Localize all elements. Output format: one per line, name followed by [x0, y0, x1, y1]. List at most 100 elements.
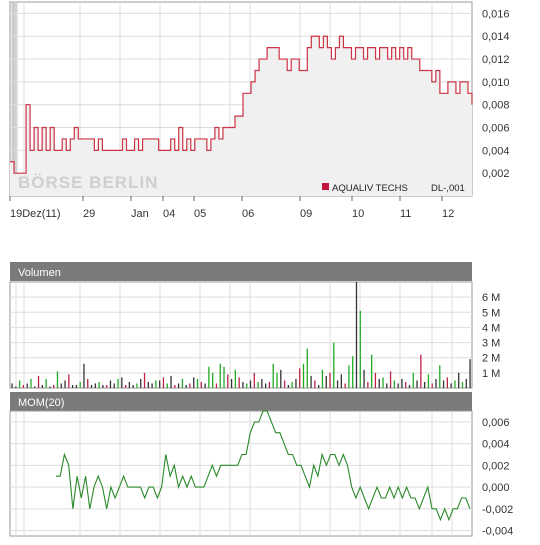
volume-bar: [420, 354, 422, 388]
volume-bar: [249, 380, 252, 388]
volume-bar: [204, 383, 206, 388]
volume-bar: [427, 374, 430, 388]
volume-bar: [416, 380, 418, 388]
volume-bar: [439, 365, 441, 388]
volume-bar: [200, 381, 202, 388]
volume-bar: [355, 282, 358, 388]
volume-bar: [60, 383, 62, 388]
volume-bar: [393, 380, 395, 388]
volume-bar: [159, 380, 161, 388]
momentum-y-tick-label: 0,000: [482, 482, 510, 494]
price-panel: 0,016 0,014 0,012 0,010 0,008 0,006 0,004 0,002…: [9, 1, 510, 220]
price-y-tick-label: 0,016: [482, 8, 510, 20]
volume-bar: [22, 384, 25, 388]
volume-bar: [128, 381, 131, 388]
volume-bar: [79, 381, 81, 388]
volume-header-bar: [10, 262, 472, 281]
volume-bar: [299, 368, 301, 388]
volume-bar: [68, 374, 70, 388]
volume-bar: [442, 380, 445, 388]
momentum-plot-frame: [9, 410, 473, 537]
price-y-tick-label: 0,002: [482, 168, 510, 180]
volume-bar: [87, 378, 89, 388]
volume-bar: [71, 384, 74, 388]
x-tick-label: 05: [194, 208, 206, 220]
volume-bar: [242, 381, 244, 388]
volume-bar: [170, 375, 172, 388]
momentum-panel: MOM(20) 0,006 0,004 0,002 0,000 -0,002 -0,004: [9, 392, 513, 538]
volume-bar: [166, 383, 168, 388]
volume-bar: [94, 383, 96, 388]
volume-bar: [291, 381, 293, 388]
volume-bar: [193, 377, 195, 388]
volume-bar: [340, 374, 343, 388]
volume-bar: [15, 386, 17, 388]
volume-bar: [333, 342, 335, 388]
price-y-tick-label: 0,014: [482, 31, 510, 43]
momentum-title: MOM(20): [18, 397, 64, 409]
x-tick-label: 29: [83, 208, 95, 220]
volume-bar: [90, 384, 93, 388]
volume-bar: [359, 310, 361, 388]
volume-bar: [109, 380, 112, 388]
volume-bar: [174, 384, 176, 388]
momentum-y-tick-label: -0,004: [482, 526, 513, 538]
volume-bar: [261, 378, 263, 388]
price-y-tick-label: 0,008: [482, 100, 510, 112]
volume-bar: [317, 384, 320, 388]
volume-bar: [219, 363, 221, 388]
momentum-header-bar: [10, 392, 472, 411]
price-y-tick-label: 0,010: [482, 77, 510, 89]
x-tick-label: 12: [442, 208, 454, 220]
volume-bar: [401, 378, 403, 388]
volume-bar: [208, 366, 210, 388]
legend-unit: DL-,001: [431, 183, 465, 194]
volume-bar: [83, 363, 85, 388]
volume-bar: [454, 380, 456, 388]
volume-bar: [386, 383, 388, 388]
price-y-tick-label: 0,012: [482, 54, 510, 66]
momentum-y-tick-label: -0,002: [482, 504, 513, 516]
volume-bar: [344, 383, 346, 388]
legend-instrument: AQUALIV TECHS: [332, 183, 408, 194]
volume-bar: [98, 381, 100, 388]
volume-bar: [26, 383, 28, 388]
volume-y-tick-label: 2 M: [482, 353, 500, 365]
volume-bar: [132, 384, 134, 388]
volume-bar: [348, 365, 350, 388]
volume-y-tick-label: 6 M: [482, 292, 500, 304]
volume-bar: [30, 378, 32, 388]
volume-bar: [329, 372, 331, 388]
volume-bar: [151, 383, 153, 388]
volume-plot-frame: [9, 281, 473, 389]
volume-bar: [389, 371, 392, 388]
volume-bar: [336, 380, 339, 388]
volume-bar: [458, 372, 460, 388]
volume-bar: [435, 378, 437, 388]
volume-bar: [41, 384, 43, 388]
volume-bar: [408, 384, 411, 388]
volume-y-tick-label: 4 M: [482, 322, 500, 334]
volume-y-tick-label: 1 M: [482, 368, 500, 380]
volume-bar: [37, 375, 40, 388]
price-y-tick-label: 0,004: [482, 145, 510, 157]
volume-bar: [367, 381, 369, 388]
volume-bar: [446, 377, 448, 388]
volume-y-tick-label: 5 M: [482, 307, 500, 319]
volume-bar: [121, 377, 123, 388]
volume-bar: [469, 359, 471, 388]
volume-bar: [268, 381, 271, 388]
volume-bar: [287, 384, 290, 388]
volume-bar: [363, 369, 365, 388]
volume-bar: [227, 374, 229, 388]
volume-bar: [162, 377, 165, 388]
volume-bar: [257, 381, 259, 388]
volume-bar: [230, 378, 233, 388]
volume-bar: [215, 383, 218, 388]
volume-bar: [106, 384, 108, 388]
volume-bar: [378, 378, 380, 388]
volume-bar: [265, 383, 267, 388]
volume-bar: [53, 384, 55, 388]
volume-bar: [117, 378, 119, 388]
